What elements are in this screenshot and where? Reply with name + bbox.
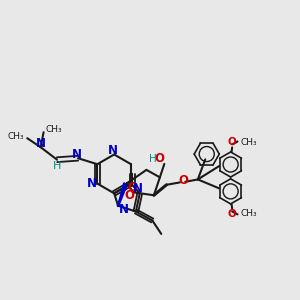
Text: H: H: [149, 154, 157, 164]
Text: N: N: [87, 177, 97, 190]
Text: O: O: [155, 152, 165, 165]
Text: O: O: [228, 209, 236, 219]
Text: CH₃: CH₃: [8, 132, 24, 141]
Text: N: N: [108, 144, 118, 158]
Text: O: O: [124, 189, 134, 203]
Text: N: N: [118, 203, 128, 216]
Text: O: O: [228, 137, 236, 147]
Text: O: O: [128, 181, 137, 194]
Text: O: O: [178, 174, 188, 187]
Text: CH₃: CH₃: [45, 125, 62, 134]
Text: CH₃: CH₃: [241, 138, 257, 147]
Text: H: H: [53, 161, 61, 171]
Text: N: N: [71, 148, 82, 161]
Text: CH₃: CH₃: [241, 209, 257, 218]
Text: N: N: [133, 182, 143, 196]
Text: N: N: [36, 137, 46, 150]
